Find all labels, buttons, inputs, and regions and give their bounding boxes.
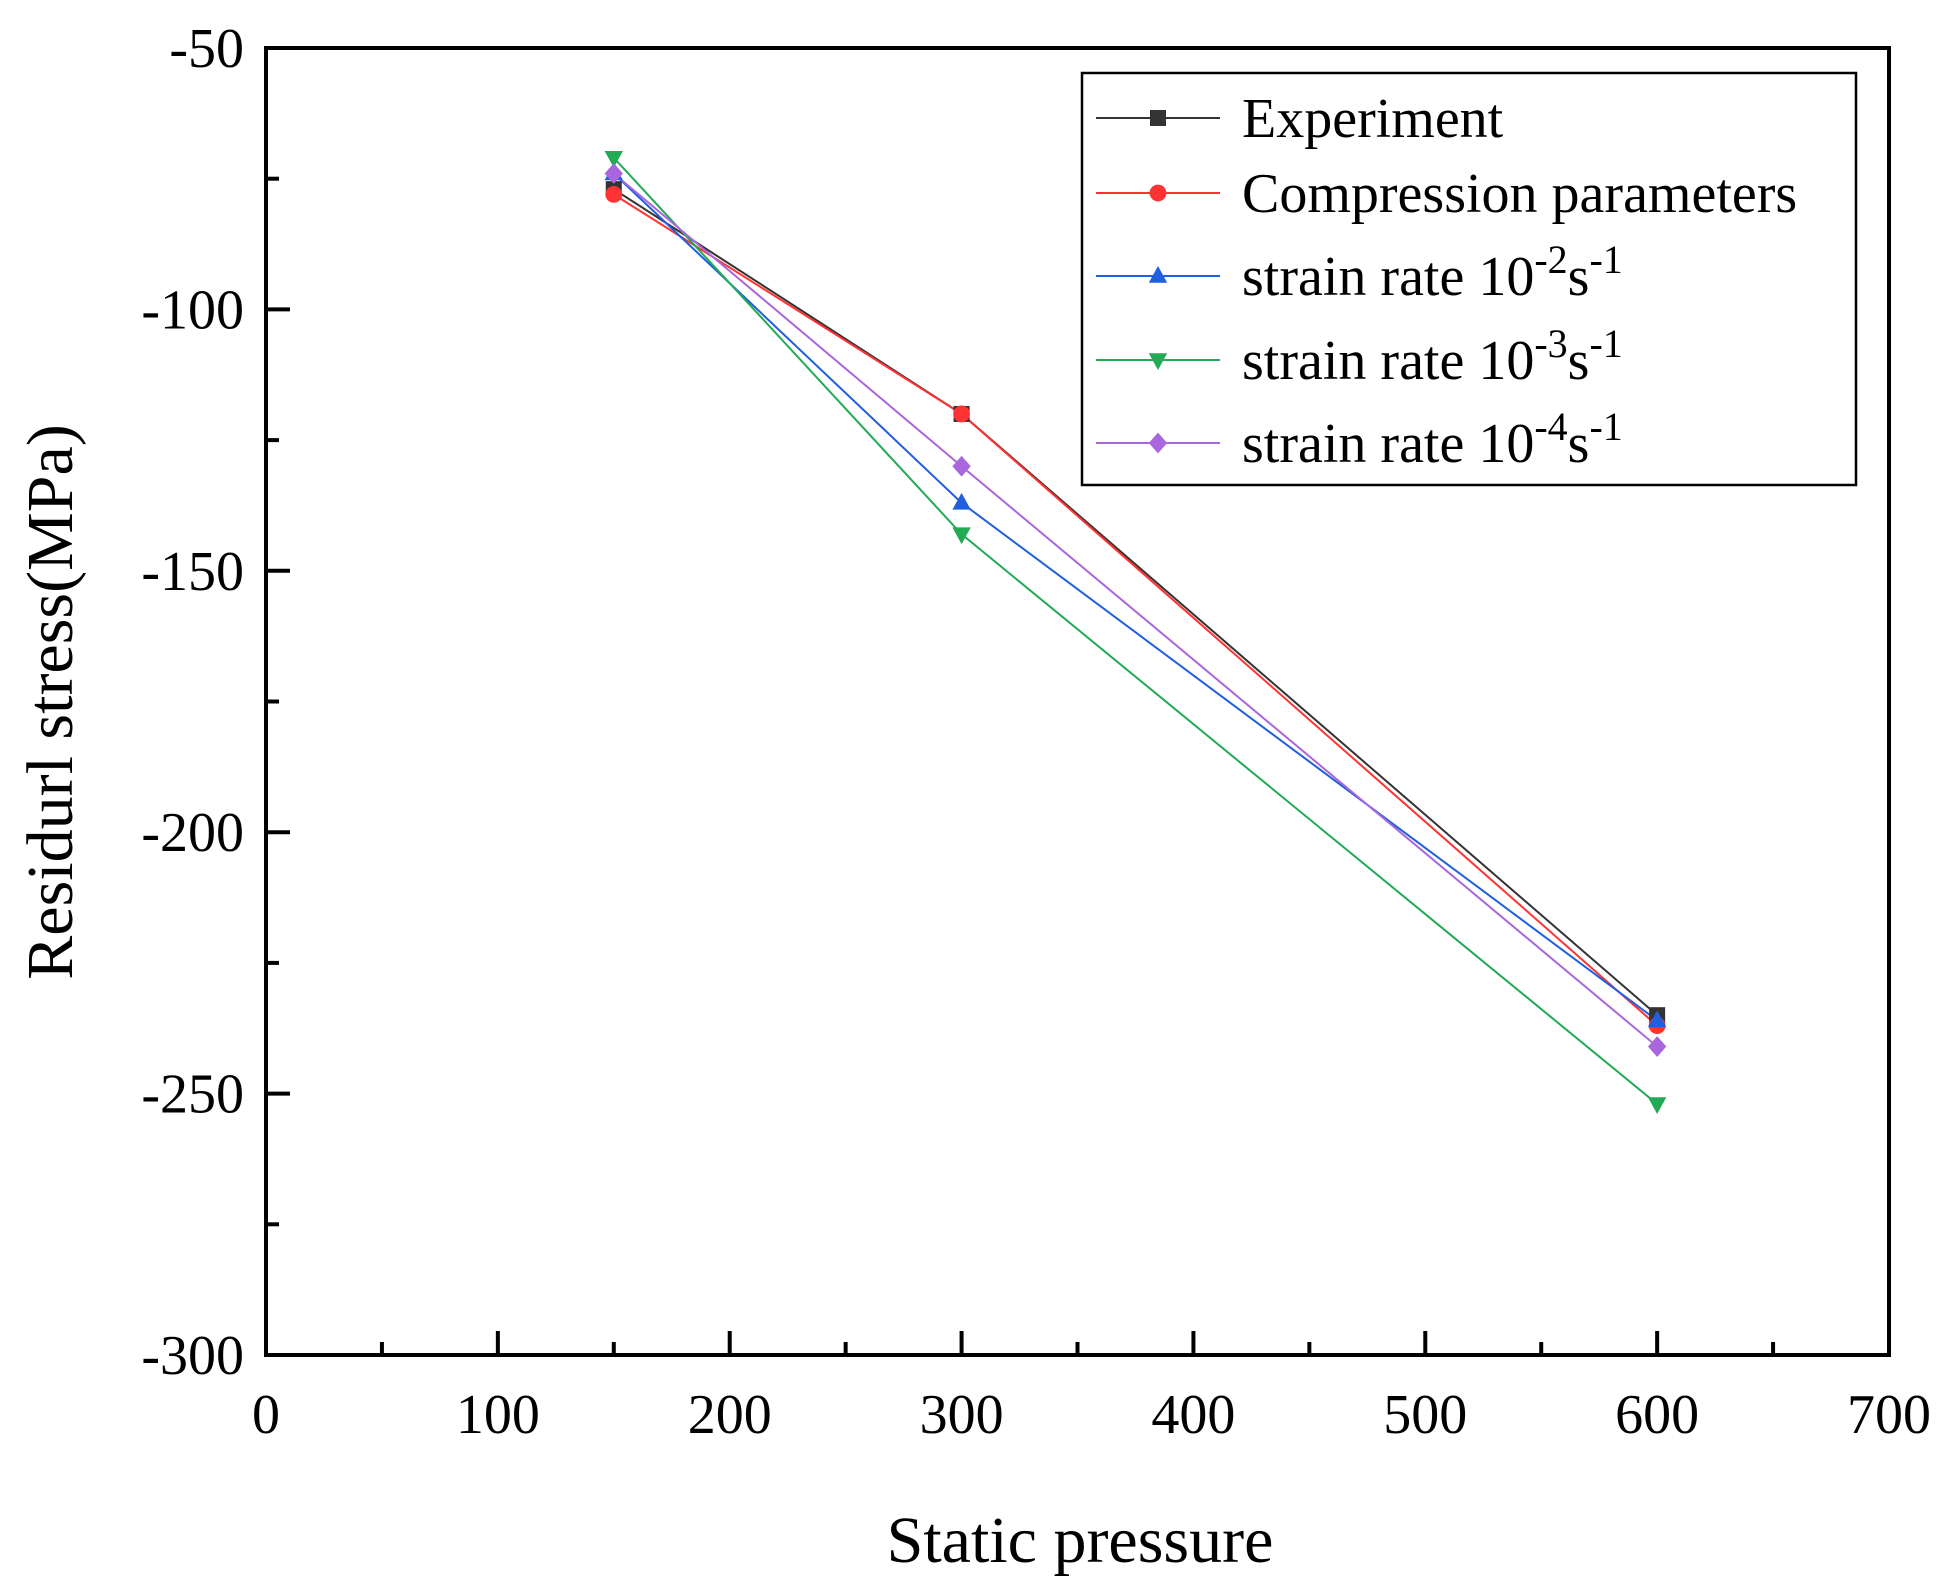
x-tick-label: 200 (688, 1384, 772, 1446)
y-axis-title: Residurl stress(MPa) (14, 424, 87, 979)
data-point (605, 185, 623, 203)
legend-marker (1148, 353, 1168, 370)
y-tick-label: -150 (141, 541, 244, 603)
y-tick-label: -100 (141, 279, 244, 341)
data-point (952, 527, 971, 545)
data-point (1647, 1036, 1667, 1057)
y-tick-label: -250 (141, 1064, 244, 1126)
y-tick-label: -200 (141, 802, 244, 864)
data-point (952, 492, 971, 510)
x-tick-label: 300 (920, 1384, 1004, 1446)
legend-marker (1149, 184, 1167, 202)
x-tick-label: 0 (252, 1384, 280, 1446)
data-point (952, 455, 971, 477)
legend-marker (1148, 432, 1168, 454)
legend-label: strain rate 10-3s-1 (1242, 321, 1623, 392)
x-tick-label: 500 (1383, 1384, 1467, 1446)
x-tick-label: 400 (1151, 1384, 1235, 1446)
data-point (604, 163, 623, 184)
legend-box (1080, 71, 1858, 487)
series-markers (604, 150, 1667, 1115)
legend-label: Experiment (1242, 88, 1504, 150)
legend-marker (1148, 266, 1168, 283)
legend-marker (1150, 110, 1166, 126)
axes: 0 100 200 300 400 500 600 700 -300 -250 -200 -150 -1… (141, 18, 1931, 1446)
legend-label: Compression parameters (1242, 163, 1797, 225)
data-point (1647, 1010, 1667, 1028)
x-tick-label: 700 (1847, 1384, 1931, 1446)
legend: Experiment Compression parameters strain r… (1080, 71, 1858, 487)
data-point (604, 150, 623, 168)
x-axis-title: Static pressure (887, 1504, 1274, 1577)
y-tick-label: -50 (169, 18, 244, 80)
data-point (1647, 1097, 1667, 1115)
legend-label: strain rate 10-4s-1 (1242, 404, 1623, 475)
y-tick-label: -300 (141, 1325, 244, 1387)
x-tick-label: 100 (456, 1384, 540, 1446)
x-tick-label: 600 (1615, 1384, 1699, 1446)
data-point (953, 405, 970, 423)
legend-label: strain rate 10-2s-1 (1242, 237, 1623, 308)
